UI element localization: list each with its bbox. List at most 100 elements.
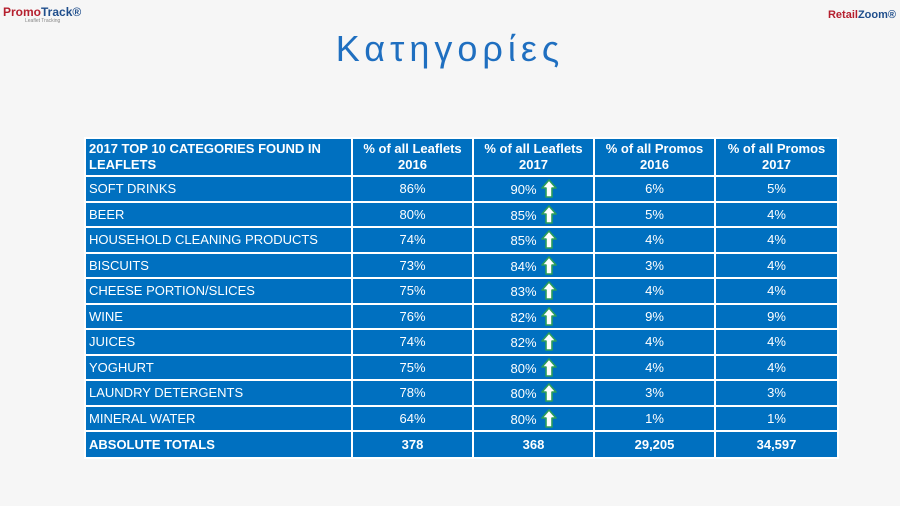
totals-cell: 34,597 (714, 430, 839, 459)
table-cell: 74% (351, 328, 474, 356)
cell-text: 5% (645, 206, 664, 222)
up-arrow-icon (540, 281, 557, 301)
table-cell: 75% (351, 277, 474, 305)
cell-text: 74% (399, 334, 426, 350)
table-cell: 1% (593, 404, 716, 432)
cell-text: SOFT DRINKS (89, 181, 177, 197)
cell-text: YOGHURT (89, 359, 154, 375)
totals-cell: 368 (472, 430, 595, 459)
table-cell: 78% (351, 379, 474, 407)
up-arrow-icon (540, 408, 557, 428)
table-cell: 9% (714, 302, 839, 330)
table-cell: YOGHURT (84, 353, 353, 381)
up-arrow-icon (540, 230, 557, 250)
table-cell: 4% (593, 226, 716, 254)
up-arrow-icon (540, 357, 557, 377)
table-cell: 1% (714, 404, 839, 432)
cell-text: 75% (399, 283, 426, 299)
up-arrow-icon (540, 255, 557, 275)
up-arrow-icon (540, 204, 557, 224)
table-row: YOGHURT 75% 80% 4% 4% (84, 353, 839, 381)
up-arrow-icon (540, 332, 557, 352)
table-cell: 4% (714, 251, 839, 279)
totals-cell: 29,205 (593, 430, 716, 459)
cell-text: 1% (645, 410, 664, 426)
table-cell: BISCUITS (84, 251, 353, 279)
logo-text: Track® (41, 5, 82, 19)
promotrack-logo: PromoTrack® Leaflet Tracking (3, 6, 81, 25)
cell-text: 3% (767, 385, 786, 401)
cell-text: 1% (767, 410, 786, 426)
cell-text: 4% (767, 283, 786, 299)
cell-text: 90% (510, 182, 537, 198)
table-cell: 3% (593, 251, 716, 279)
table-cell: LAUNDRY DETERGENTS (84, 379, 353, 407)
cell-text: 9% (767, 308, 786, 324)
slide-title: Κατηγορίες (335, 28, 565, 69)
cell-text: 85% (510, 207, 537, 223)
cell-text: 4% (645, 359, 664, 375)
table-row: BEER 80% 85% 5% 4% (84, 200, 839, 228)
table-cell: 80% (472, 404, 595, 432)
logo-text: Retail (827, 9, 858, 21)
table-cell: BEER (84, 200, 353, 228)
table-cell: 86% (351, 175, 474, 203)
cell-text: 4% (767, 257, 786, 273)
table-cell: 6% (593, 175, 716, 203)
table-cell: 4% (714, 277, 839, 305)
cell-text: 4% (645, 232, 664, 248)
table-cell: 64% (351, 404, 474, 432)
table-cell: 4% (714, 328, 839, 356)
table-cell: 4% (593, 328, 716, 356)
cell-text: JUICES (89, 334, 136, 350)
cell-text: 4% (767, 206, 786, 222)
table-cell: 4% (714, 200, 839, 228)
totals-cell: 378 (351, 430, 474, 459)
table-cell: 80% (472, 353, 595, 381)
cell-text: 74% (399, 232, 426, 248)
retailzoom-logo: RetailZoom® (828, 9, 896, 21)
cell-text: 73% (399, 257, 426, 273)
table-row: CHEESE PORTION/SLICES 75% 83% 4% 4% (84, 277, 839, 305)
table-cell: 80% (351, 200, 474, 228)
table-cell: 4% (714, 353, 839, 381)
table-cell: 83% (472, 277, 595, 305)
table-cell: 82% (472, 328, 595, 356)
table-cell: SOFT DRINKS (84, 175, 353, 203)
table-cell: 3% (593, 379, 716, 407)
table-cell: 5% (714, 175, 839, 203)
header-cell: 2017 TOP 10 CATEGORIES FOUND IN LEAFLETS (84, 137, 353, 177)
cell-text: 64% (399, 410, 426, 426)
cell-text: 5% (767, 181, 786, 197)
table-row: BISCUITS 73% 84% 3% 4% (84, 251, 839, 279)
table-row: HOUSEHOLD CLEANING PRODUCTS 74% 85% 4% 4% (84, 226, 839, 254)
logo-text: Promo (3, 5, 42, 19)
logo-tagline: Leaflet Tracking (25, 18, 61, 24)
cell-text: 80% (510, 360, 537, 376)
cell-text: CHEESE PORTION/SLICES (89, 283, 255, 299)
up-arrow-icon (540, 179, 557, 199)
cell-text: WINE (89, 308, 123, 324)
cell-text: BISCUITS (89, 257, 149, 273)
cell-text: 86% (399, 181, 426, 197)
table-cell: 85% (472, 200, 595, 228)
cell-text: BEER (89, 206, 125, 222)
cell-text: 80% (510, 411, 537, 427)
header-cell: % of all Leaflets 2017 (472, 137, 595, 177)
table-cell: HOUSEHOLD CLEANING PRODUCTS (84, 226, 353, 254)
header-cell: % of all Promos 2016 (593, 137, 716, 177)
cell-text: 3% (645, 257, 664, 273)
table-cell: 73% (351, 251, 474, 279)
header-cell: % of all Promos 2017 (714, 137, 839, 177)
cell-text: 84% (510, 258, 537, 274)
table-cell: CHEESE PORTION/SLICES (84, 277, 353, 305)
totals-row: ABSOLUTE TOTALS 378 368 29,205 34,597 (84, 430, 839, 459)
header-row: 2017 TOP 10 CATEGORIES FOUND IN LEAFLETS… (84, 137, 839, 177)
table-row: JUICES 74% 82% 4% 4% (84, 328, 839, 356)
table-cell: 82% (472, 302, 595, 330)
cell-text: 75% (399, 359, 426, 375)
cell-text: 83% (510, 284, 537, 300)
cell-text: HOUSEHOLD CLEANING PRODUCTS (89, 232, 318, 248)
table-cell: WINE (84, 302, 353, 330)
